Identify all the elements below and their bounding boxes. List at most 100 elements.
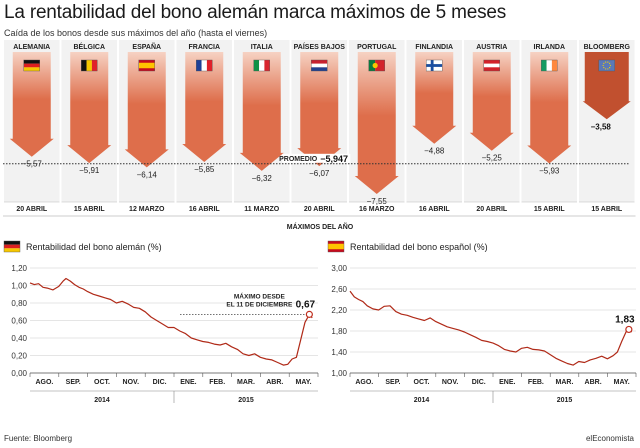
average-value: −5,947 (320, 154, 348, 164)
y-tick-label: 0,80 (11, 299, 27, 308)
belgium-flag-icon (81, 59, 98, 72)
x-tick-label: ENE. (180, 379, 196, 386)
date-label: 20 ABRIL (16, 206, 48, 213)
country-label: ALEMANIA (13, 44, 50, 51)
value-label: −6,07 (309, 169, 330, 178)
germany-flag-icon (23, 59, 40, 72)
arrow-ireland (527, 52, 572, 164)
arrow-finland (412, 52, 457, 144)
x-axis-caption: MÁXIMOS DEL AÑO (287, 222, 354, 231)
average-label-bg (282, 153, 351, 163)
arrow-netherlands (297, 52, 342, 167)
country-label: PORTUGAL (357, 44, 397, 51)
date-label: 20 ABRIL (304, 206, 336, 213)
year-label: 2014 (414, 397, 430, 404)
chart-title: La rentabilidad del bono alemán marca má… (4, 2, 507, 23)
date-label: 15 ABRIL (534, 206, 566, 213)
ireland-flag-icon (541, 59, 558, 72)
eurozone-flag-icon (598, 59, 615, 72)
x-tick-label: MAY. (296, 379, 312, 386)
x-tick-label: SEP. (66, 379, 81, 386)
publisher-credit: elEconomista (585, 434, 634, 443)
date-label: 20 ABRIL (476, 206, 508, 213)
value-label: −4,88 (424, 147, 445, 156)
y-tick-label: 2,20 (331, 306, 347, 315)
date-label: 12 MARZO (129, 206, 165, 213)
portugal-flag-icon (368, 59, 385, 72)
source-note: Fuente: Bloomberg (4, 434, 73, 443)
country-label: FINLANDIA (415, 44, 453, 51)
country-label: IRLANDA (534, 44, 566, 51)
y-tick-label: 1,00 (11, 282, 27, 291)
y-tick-label: 3,00 (331, 264, 347, 273)
date-label: 16 MARZO (359, 206, 395, 213)
x-tick-label: ABR. (266, 379, 283, 386)
spain-flag-icon (327, 240, 345, 253)
x-tick-label: OCT. (414, 379, 430, 386)
date-label: 11 MARZO (244, 206, 280, 213)
year-label: 2014 (94, 397, 110, 404)
average-label: PROMEDIO (279, 156, 318, 163)
date-label: 16 ABRIL (189, 206, 221, 213)
country-label: BLOOMBERG (584, 44, 631, 51)
arrow-portugal (354, 52, 399, 194)
value-label: −5,93 (539, 166, 560, 175)
arrow-germany (9, 52, 54, 157)
annotation-text: MÁXIMO DESDE (234, 291, 286, 300)
series-line (349, 290, 633, 366)
x-tick-label: DIC. (472, 379, 486, 386)
arrow-belgium (67, 52, 112, 164)
max-marker (625, 325, 633, 334)
y-tick-label: 0,40 (11, 334, 27, 343)
max-value-label: 1,83 (615, 314, 635, 325)
italy-flag-icon (253, 59, 270, 72)
value-label: −7,55 (367, 197, 388, 206)
spanish-yield-chart: Rentabilidad del bono español (%) 1,00 1,4… (327, 240, 637, 404)
x-tick-label: FEB. (528, 379, 544, 386)
country-label: AUSTRIA (476, 44, 507, 51)
chart-subtitle: Caída de los bonos desde sus máximos del… (4, 28, 268, 38)
x-tick-label: NOV. (123, 379, 140, 386)
value-label: −5,25 (482, 154, 503, 163)
y-tick-label: 2,60 (331, 285, 347, 294)
finland-flag-icon (426, 59, 443, 72)
value-label: −3,58 (591, 122, 612, 131)
netherlands-flag-icon (311, 59, 328, 72)
arrow-austria (469, 52, 514, 151)
annotation-text: EL 11 DE DICIEMBRE (226, 301, 293, 308)
value-label: −6,32 (252, 174, 273, 183)
x-tick-label: AGO. (355, 379, 373, 386)
x-tick-label: OCT. (94, 379, 110, 386)
max-value-label: 0,67 (296, 299, 316, 310)
max-marker (305, 310, 313, 318)
y-tick-label: 1,80 (331, 327, 347, 336)
arrow-italy (239, 52, 284, 171)
date-label: 15 ABRIL (591, 206, 623, 213)
austria-flag-icon (483, 59, 500, 72)
value-label: −5,57 (22, 160, 43, 169)
date-label: 16 ABRIL (419, 206, 451, 213)
arrow-france (182, 52, 227, 162)
arrow-spain (124, 52, 169, 168)
x-tick-label: FEB. (209, 379, 225, 386)
y-tick-label: 1,20 (11, 264, 27, 273)
year-label: 2015 (557, 397, 573, 404)
x-tick-label: DIC. (153, 379, 167, 386)
date-label: 15 ABRIL (74, 206, 106, 213)
legend-label: Rentabilidad del bono español (%) (350, 242, 488, 252)
y-tick-label: 1,00 (331, 369, 347, 378)
y-tick-label: 0,00 (11, 369, 27, 378)
spain-flag-icon (138, 59, 155, 72)
germany-flag-icon (3, 240, 21, 253)
country-label: PAÍSES BAJOS (294, 42, 346, 51)
x-tick-label: NOV. (442, 379, 459, 386)
france-flag-icon (196, 59, 213, 72)
x-tick-label: ENE. (499, 379, 515, 386)
german-yield-chart: Rentabilidad del bono alemán (%) 0,00 0,20… (3, 240, 319, 404)
country-label: ITALIA (251, 44, 273, 51)
series-line (29, 277, 313, 366)
country-label: FRANCIA (189, 44, 221, 51)
value-label: −5,85 (194, 165, 215, 174)
arrow-eurozone (582, 52, 631, 120)
x-tick-label: MAR. (237, 379, 255, 386)
